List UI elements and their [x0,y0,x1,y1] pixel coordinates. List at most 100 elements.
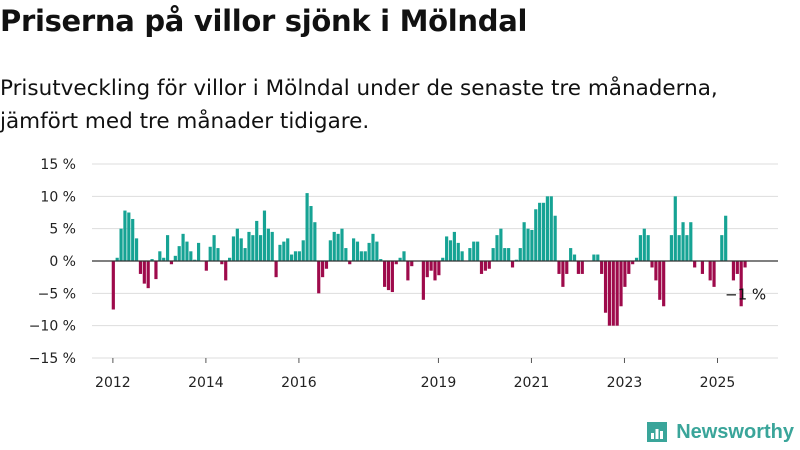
bar [499,228,503,261]
x-tick-label: 2021 [514,375,550,391]
bar [165,235,170,261]
bar [274,261,278,278]
bar [600,261,604,274]
bar [530,229,534,261]
y-tick-label: 0 % [49,254,76,270]
bar [631,261,635,265]
bar [731,261,736,281]
bar [662,261,666,307]
bar [739,261,743,307]
bar [305,193,309,261]
bar [134,238,139,261]
bar [204,261,208,271]
annotation-label: −1 % [725,285,766,303]
bar [623,261,627,287]
bar [301,240,305,261]
bar [743,261,747,268]
bar [553,215,557,261]
bar [693,261,697,268]
annotation-group: −1 % [725,285,766,303]
bar [557,261,561,274]
bar [363,251,367,261]
bar [479,261,484,274]
bar [324,261,329,269]
bar [685,235,689,261]
bar [216,248,220,261]
bar [619,261,623,307]
bar [270,231,274,261]
y-tick-label: 10 % [40,189,76,205]
y-tick-label: −5 % [38,286,76,302]
bar [569,248,573,261]
bar [592,254,596,261]
bar [638,235,642,261]
bar [251,235,255,261]
bar [398,257,402,261]
bar [669,235,674,261]
bar [235,228,239,261]
x-tick-label: 2012 [95,375,131,391]
bar [111,261,115,310]
bar [332,231,336,261]
bar [266,228,270,261]
bar [259,235,263,261]
bar [650,261,654,268]
bar [476,241,480,261]
bar [150,259,154,261]
bar [615,261,619,326]
bar [208,246,212,261]
bar [445,236,449,261]
bar [538,202,542,261]
bar [212,235,216,261]
x-tick-label: 2025 [700,375,736,391]
bar [565,261,569,274]
bar [297,251,301,261]
y-axis-ticks: 15 % 10 % 5 % 0 % −5 % −10 % −15 % [29,157,76,367]
bar [421,261,425,300]
bar [576,261,580,274]
bar [452,231,456,261]
bar [115,257,119,261]
x-tick-label: 2019 [421,375,457,391]
bar [487,261,491,269]
bar [456,242,460,261]
bar [177,246,181,261]
bar [603,261,608,313]
bar [193,259,197,261]
bar [541,202,546,261]
bar [448,240,453,261]
bar [196,242,201,261]
bar [526,228,530,261]
bar [596,254,600,261]
bar [646,235,650,261]
bar [472,241,476,261]
newsworthy-logo: Newsworthy [645,420,794,444]
bar [724,215,728,261]
bar [607,261,611,326]
bar [572,254,577,261]
bar [169,261,174,265]
bar [689,222,693,261]
bar [495,235,499,261]
bar [441,257,445,261]
bar [282,241,286,261]
bar [290,254,294,261]
y-tick-label: 5 % [49,222,76,238]
bar [491,248,495,261]
chart-subtitle: Prisutveckling för villor i Mölndal unde… [0,76,718,134]
bar [580,261,584,274]
bar [158,251,162,261]
bar [313,222,317,261]
bar-series [111,193,747,326]
y-tick-label: −15 % [29,351,76,367]
bar [483,261,487,271]
bar [185,241,189,261]
bar [340,228,344,261]
bar [429,261,433,271]
bar [131,218,135,261]
bar [712,261,716,287]
bar [321,261,325,278]
bar [371,233,375,261]
bar [425,261,429,278]
